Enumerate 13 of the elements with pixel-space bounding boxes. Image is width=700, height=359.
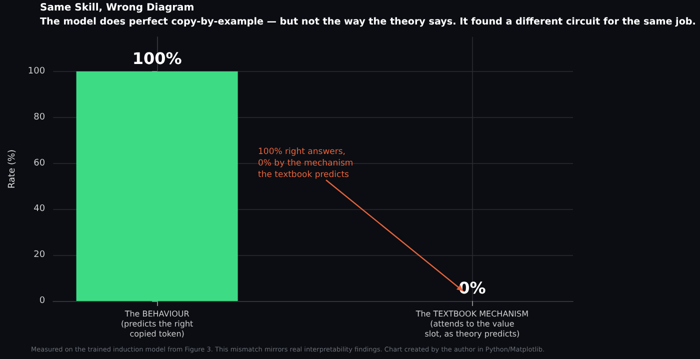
chart-title: Same Skill, Wrong Diagram <box>40 2 194 14</box>
y-tick-label: 0 <box>39 296 46 306</box>
y-tick-label: 60 <box>34 158 46 168</box>
y-tick-label: 20 <box>34 250 46 260</box>
y-tick-label: 40 <box>34 204 46 214</box>
annotation: 100% right answers, 0% by the mechanism the textbook predicts <box>258 147 354 180</box>
chart-subtitle: The model does perfect copy-by-example — but not the way the theory says. It found a different circuit for the same job. <box>40 16 696 28</box>
y-axis-title: Rate (%) <box>8 149 18 189</box>
x-tick-label: The BEHAVIOUR (predicts the right copied token) <box>120 310 194 338</box>
x-tick-label: The TEXTBOOK MECHANISM (attends to the value slot, as theory predicts) <box>414 310 529 338</box>
y-tick-label: 100 <box>28 66 46 76</box>
data-label: 100% <box>132 48 182 68</box>
y-tick-label: 80 <box>34 112 46 122</box>
